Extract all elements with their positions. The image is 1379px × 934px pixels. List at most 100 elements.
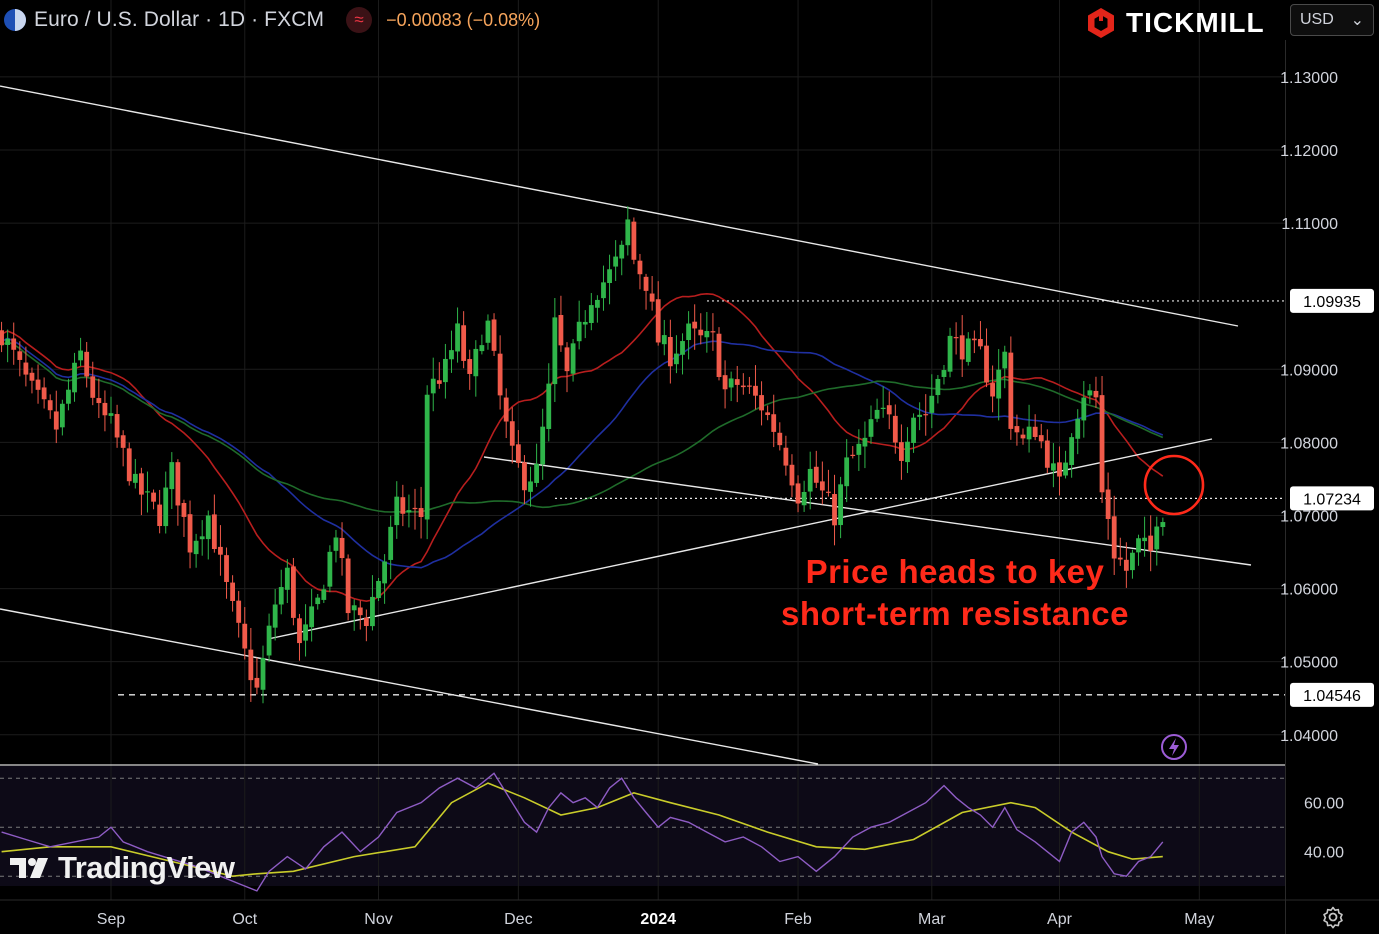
candle-up[interactable] xyxy=(1069,433,1075,478)
candle-down[interactable] xyxy=(11,322,17,365)
candle-down[interactable] xyxy=(886,391,892,430)
candle-down[interactable] xyxy=(114,404,120,448)
candle-up[interactable] xyxy=(78,337,83,367)
candle-up[interactable] xyxy=(868,405,874,444)
candle-down[interactable] xyxy=(1038,423,1044,449)
candle-up[interactable] xyxy=(570,338,576,382)
candle-up[interactable] xyxy=(686,311,691,360)
candle-down[interactable] xyxy=(84,341,90,388)
candle-up[interactable] xyxy=(595,295,600,323)
candle-up[interactable] xyxy=(303,604,308,657)
candle-up[interactable] xyxy=(66,378,71,411)
candle-up[interactable] xyxy=(1051,443,1056,488)
candle-down[interactable] xyxy=(643,273,649,310)
candle-down[interactable] xyxy=(41,377,47,409)
candle-down[interactable] xyxy=(631,217,637,265)
candle-up[interactable] xyxy=(473,340,479,397)
candle-down[interactable] xyxy=(23,346,29,387)
candle-up[interactable] xyxy=(801,480,807,512)
candle-down[interactable] xyxy=(710,313,716,351)
candle-up[interactable] xyxy=(838,476,843,539)
candle-down[interactable] xyxy=(400,484,406,527)
candle-up[interactable] xyxy=(1136,534,1141,566)
candle-up[interactable] xyxy=(546,363,552,442)
symbol-title[interactable]: Euro / U.S. Dollar · 1D · FXCM xyxy=(34,8,325,31)
candle-down[interactable] xyxy=(291,557,296,626)
candle-up[interactable] xyxy=(163,471,169,534)
candle-up[interactable] xyxy=(370,575,375,631)
candle-up[interactable] xyxy=(588,293,594,331)
candle-down[interactable] xyxy=(412,488,418,530)
candle-down[interactable] xyxy=(899,424,904,480)
candle-up[interactable] xyxy=(309,588,315,642)
candle-down[interactable] xyxy=(90,361,96,406)
candle-down[interactable] xyxy=(248,627,254,702)
candle-down[interactable] xyxy=(649,276,655,311)
candle-down[interactable] xyxy=(978,321,983,350)
candle-down[interactable] xyxy=(892,404,898,454)
candle-down[interactable] xyxy=(1044,429,1050,474)
candle-down[interactable] xyxy=(1111,495,1117,575)
candle-up[interactable] xyxy=(917,402,923,431)
candle-down[interactable] xyxy=(953,322,959,355)
candle-up[interactable] xyxy=(728,371,734,402)
candle-up[interactable] xyxy=(1002,345,1008,389)
candle-down[interactable] xyxy=(990,365,995,413)
candle-down[interactable] xyxy=(345,554,351,621)
candle-down[interactable] xyxy=(832,474,837,546)
candle-up[interactable] xyxy=(388,515,394,580)
candle-up[interactable] xyxy=(528,466,533,507)
candle-down[interactable] xyxy=(35,364,41,404)
candle-down[interactable] xyxy=(740,373,746,395)
candle-up[interactable] xyxy=(321,584,327,604)
candle-down[interactable] xyxy=(564,342,570,393)
candle-up[interactable] xyxy=(947,327,953,378)
candle-down[interactable] xyxy=(467,349,473,390)
candle-up[interactable] xyxy=(1063,450,1068,479)
candle-up[interactable] xyxy=(965,332,971,366)
candle-down[interactable] xyxy=(716,327,722,381)
candle-down[interactable] xyxy=(777,422,783,451)
candle-up[interactable] xyxy=(59,399,65,436)
candle-up[interactable] xyxy=(844,439,850,503)
candle-down[interactable] xyxy=(181,499,187,537)
candle-up[interactable] xyxy=(619,240,625,276)
candle-down[interactable] xyxy=(747,376,752,394)
candle-up[interactable] xyxy=(430,357,436,412)
candle-down[interactable] xyxy=(339,522,345,576)
candle-down[interactable] xyxy=(1008,336,1014,440)
candle-down[interactable] xyxy=(224,547,229,599)
candle-up[interactable] xyxy=(540,408,546,480)
candle-down[interactable] xyxy=(53,390,59,444)
candle-up[interactable] xyxy=(874,398,880,423)
candle-up[interactable] xyxy=(376,577,381,602)
candle-up[interactable] xyxy=(1087,384,1093,404)
candle-up[interactable] xyxy=(72,352,77,402)
candle-down[interactable] xyxy=(363,609,369,642)
candle-up[interactable] xyxy=(272,588,278,641)
candle-down[interactable] xyxy=(789,454,795,498)
candle-down[interactable] xyxy=(753,365,758,410)
candle-down[interactable] xyxy=(47,394,53,419)
candle-up[interactable] xyxy=(333,529,339,563)
candle-down[interactable] xyxy=(771,394,777,448)
candle-down[interactable] xyxy=(491,313,497,356)
candle-up[interactable] xyxy=(1026,404,1032,453)
candle-down[interactable] xyxy=(254,657,260,695)
candle-down[interactable] xyxy=(819,461,825,505)
candle-down[interactable] xyxy=(795,475,801,513)
candle-up[interactable] xyxy=(674,335,679,374)
candle-up[interactable] xyxy=(1154,516,1160,566)
candle-down[interactable] xyxy=(1020,428,1026,445)
candle-down[interactable] xyxy=(1117,537,1123,566)
candle-up[interactable] xyxy=(807,451,813,510)
candle-up[interactable] xyxy=(1081,381,1087,438)
candle-down[interactable] xyxy=(151,489,156,510)
candle-up[interactable] xyxy=(880,386,886,418)
candle-down[interactable] xyxy=(157,489,163,534)
candle-down[interactable] xyxy=(637,253,643,290)
candle-down[interactable] xyxy=(0,321,4,353)
candles[interactable] xyxy=(0,206,1166,704)
candle-down[interactable] xyxy=(971,330,977,354)
candle-down[interactable] xyxy=(1057,446,1062,496)
